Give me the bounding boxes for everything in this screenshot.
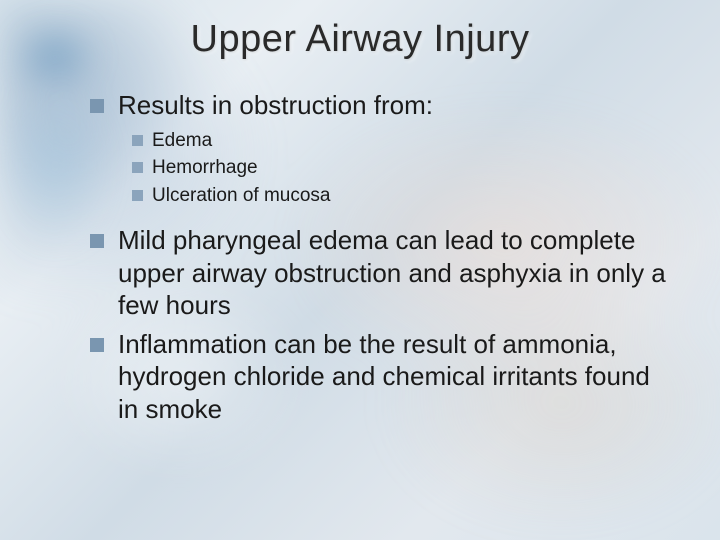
square-bullet-icon (90, 99, 104, 113)
bullet-text: Inflammation can be the result of ammoni… (118, 328, 670, 426)
bullet-level1: Results in obstruction from: (90, 89, 670, 122)
slide-title: Upper Airway Injury (50, 18, 670, 61)
slide-container: Upper Airway Injury Results in obstructi… (0, 0, 720, 540)
bullet-level2: Hemorrhage (90, 155, 670, 181)
bullet-level1: Mild pharyngeal edema can lead to comple… (90, 224, 670, 322)
square-bullet-icon (90, 234, 104, 248)
square-bullet-icon (132, 162, 143, 173)
bullet-level2: Edema (90, 128, 670, 154)
slide-content: Results in obstruction from: Edema Hemor… (50, 89, 670, 425)
square-bullet-icon (132, 190, 143, 201)
square-bullet-icon (132, 135, 143, 146)
bullet-level2: Ulceration of mucosa (90, 183, 670, 209)
bullet-text: Ulceration of mucosa (152, 183, 330, 209)
bullet-text: Edema (152, 128, 212, 154)
spacer (90, 210, 670, 224)
bullet-text: Mild pharyngeal edema can lead to comple… (118, 224, 670, 322)
bullet-level1: Inflammation can be the result of ammoni… (90, 328, 670, 426)
bullet-text: Hemorrhage (152, 155, 258, 181)
square-bullet-icon (90, 338, 104, 352)
bullet-text: Results in obstruction from: (118, 89, 433, 122)
